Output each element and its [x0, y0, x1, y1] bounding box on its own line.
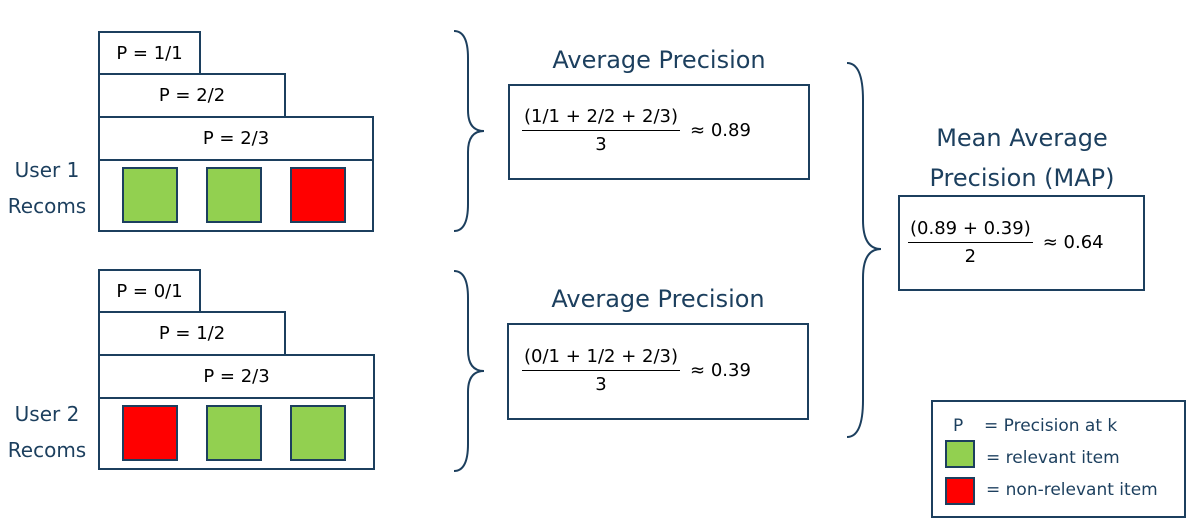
- legend-relevant-swatch: [945, 440, 975, 468]
- precision-label: P = 2/2: [158, 85, 226, 106]
- user1-item-3-nonrelevant: [290, 167, 346, 223]
- user1-item-2-relevant: [206, 167, 262, 223]
- map-result: ≈ 0.64: [1042, 232, 1104, 253]
- ap1-title: Average Precision: [552, 46, 766, 74]
- ap2-numerator: (0/1 + 1/2 + 2/3): [522, 346, 681, 371]
- ap1-result: ≈ 0.89: [690, 120, 751, 141]
- map-title-line1: Mean Average: [936, 124, 1108, 152]
- ap2-title: Average Precision: [551, 285, 765, 313]
- precision-label: P = 0/1: [116, 280, 183, 302]
- map-denominator: 2: [964, 246, 977, 267]
- user2-precision-k2: P = 1/2: [98, 311, 286, 356]
- user1-precision-k2: P = 2/2: [98, 73, 286, 118]
- map-formula-box: [898, 195, 1145, 291]
- brace-map: [846, 62, 882, 438]
- ap2-fraction: (0/1 + 1/2 + 2/3) 3: [522, 346, 681, 395]
- precision-label: P = 1/1: [116, 42, 183, 64]
- legend-p-text: = Precision at k: [984, 416, 1118, 436]
- precision-label: P = 1/2: [158, 323, 226, 344]
- legend-nonrelevant-text: = non-relevant item: [986, 480, 1158, 500]
- brace-user1: [453, 30, 485, 232]
- ap2-formula: (0/1 + 1/2 + 2/3) 3 ≈ 0.39: [522, 346, 751, 395]
- ap2-denominator: 3: [595, 374, 607, 395]
- map-title: Mean Average Precision (MAP): [898, 118, 1146, 198]
- ap1-formula: (1/1 + 2/2 + 2/3) 3 ≈ 0.89: [522, 106, 751, 155]
- legend-relevant-text: = relevant item: [986, 448, 1120, 468]
- ap2-formula-box: [507, 323, 809, 420]
- ap1-fraction: (1/1 + 2/2 + 2/3) 3: [522, 106, 681, 155]
- map-fraction: (0.89 + 0.39) 2: [908, 218, 1033, 267]
- map-numerator: (0.89 + 0.39): [908, 218, 1033, 243]
- user2-item-2-relevant: [206, 405, 262, 461]
- user2-precision-k3: P = 2/3: [98, 354, 375, 399]
- user1-label-line2: Recoms: [7, 194, 87, 218]
- ap1-numerator: (1/1 + 2/2 + 2/3): [522, 106, 681, 131]
- map-formula: (0.89 + 0.39) 2 ≈ 0.64: [908, 218, 1104, 267]
- user2-precision-k1: P = 0/1: [98, 269, 201, 313]
- user1-precision-k3: P = 2/3: [98, 116, 374, 161]
- brace-user2: [453, 270, 485, 472]
- user2-item-3-relevant: [290, 405, 346, 461]
- user1-item-1-relevant: [122, 167, 178, 223]
- user1-precision-k1: P = 1/1: [98, 31, 201, 75]
- user2-item-1-nonrelevant: [122, 405, 178, 461]
- precision-label: P = 2/3: [202, 128, 270, 149]
- ap1-denominator: 3: [595, 134, 607, 155]
- user2-label-line1: User 2: [14, 402, 80, 426]
- legend-p-symbol: P: [953, 416, 964, 436]
- legend-nonrelevant-swatch: [945, 477, 975, 505]
- ap1-formula-box: [508, 84, 810, 180]
- user2-label-line2: Recoms: [7, 438, 87, 462]
- map-title-line2: Precision (MAP): [929, 164, 1115, 192]
- ap2-result: ≈ 0.39: [690, 360, 751, 381]
- precision-label: P = 2/3: [203, 366, 270, 387]
- user1-label-line1: User 1: [14, 158, 80, 182]
- user1-label: User 1 Recoms: [0, 152, 97, 224]
- user2-label: User 2 Recoms: [0, 396, 97, 468]
